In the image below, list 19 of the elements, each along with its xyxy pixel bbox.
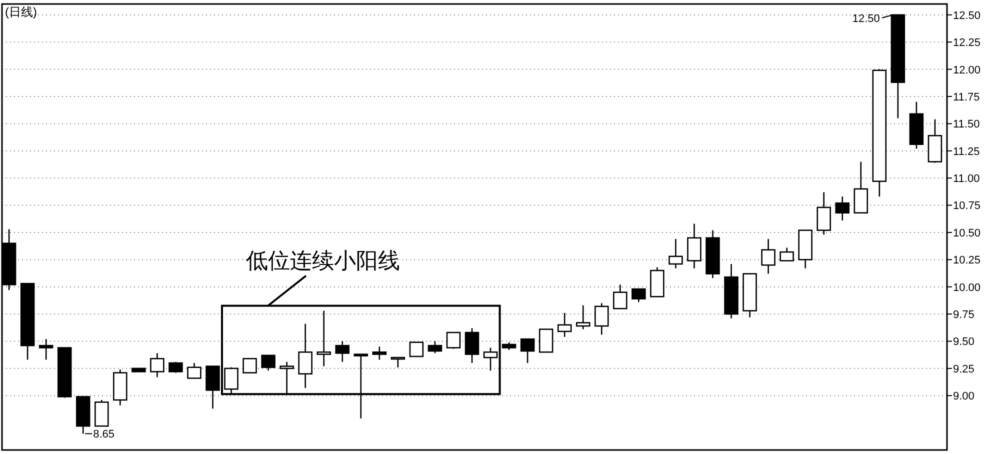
y-tick-label: 12.50 — [953, 10, 981, 22]
y-tick-label: 10.75 — [953, 200, 981, 212]
y-tick-label: 9.00 — [953, 390, 974, 403]
y-tick-label: 11.50 — [953, 118, 980, 131]
annotation: 8.65 — [93, 428, 115, 441]
y-tick-label: 10.00 — [953, 282, 981, 294]
y-tick-label: 12.00 — [953, 64, 981, 76]
y-tick-label: 11.75 — [953, 91, 980, 104]
y-tick-label: 11.00 — [953, 173, 980, 186]
chart-title: (日线) — [5, 5, 37, 19]
y-tick-label: 12.25 — [953, 37, 981, 50]
y-tick-label: 9.25 — [953, 363, 974, 376]
annotation: 12.50 — [852, 12, 880, 25]
y-tick-label: 9.75 — [953, 309, 974, 322]
y-tick-label: 9.50 — [953, 336, 974, 348]
y-tick-label: 11.25 — [953, 146, 980, 158]
y-tick-label: 10.25 — [953, 254, 981, 267]
annotation: 低位连续小阳线 — [246, 248, 400, 273]
y-tick-label: 10.50 — [953, 227, 981, 240]
